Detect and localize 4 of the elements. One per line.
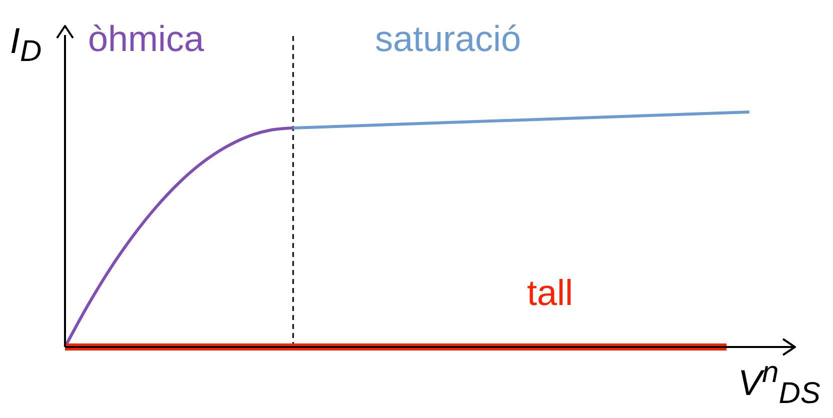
text: òhmica xyxy=(88,18,204,60)
series-label: saturació xyxy=(375,18,522,60)
series-label: tall xyxy=(527,272,574,314)
y-axis-title: I$_{D}$ xyxy=(10,20,42,70)
